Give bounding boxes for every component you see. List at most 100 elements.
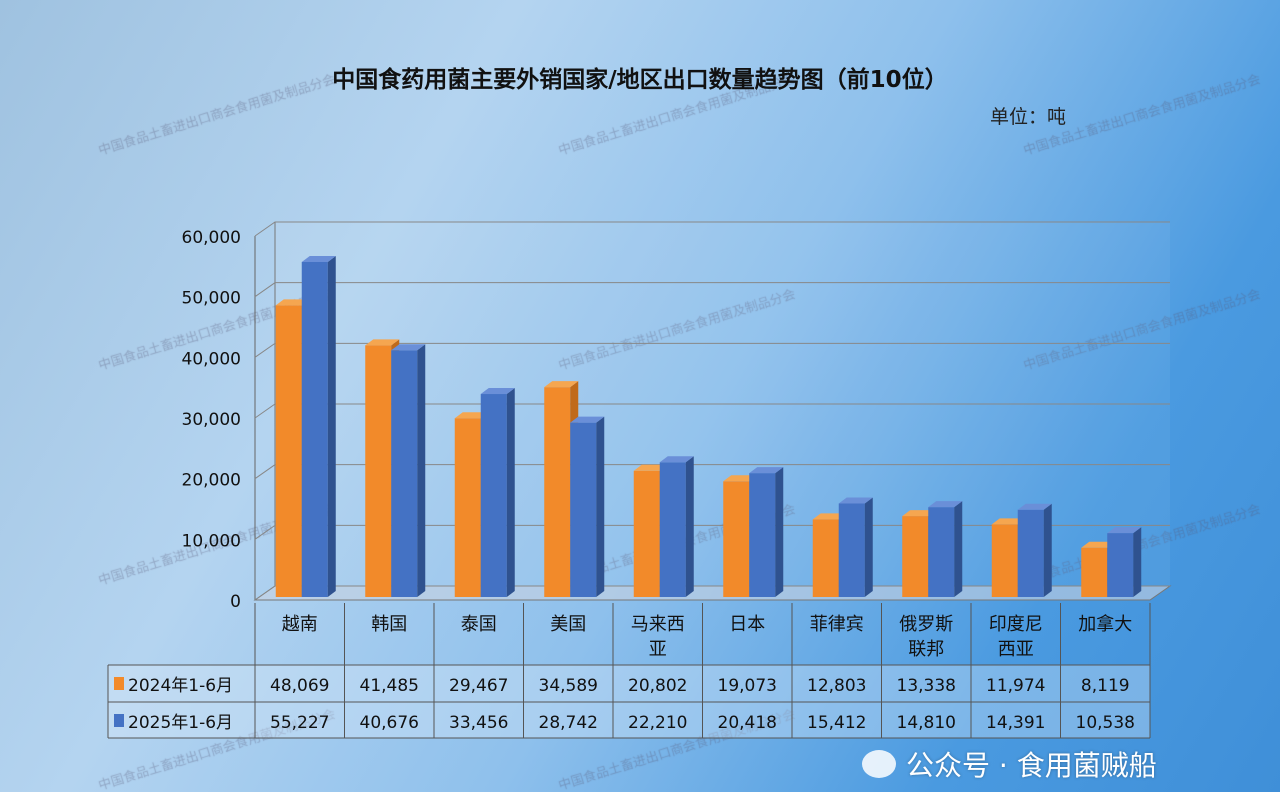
table-value: 20,418 (718, 713, 777, 733)
bar-2024 (633, 470, 660, 597)
table-value: 29,467 (449, 676, 508, 696)
table-value: 34,589 (539, 676, 598, 696)
bar-top (633, 464, 668, 471)
bar-side (954, 501, 963, 597)
bar-2024 (812, 519, 839, 597)
legend-swatch (114, 714, 124, 727)
bar-2024 (723, 481, 750, 597)
y-tick-label: 0 (230, 592, 241, 612)
bar-top (365, 339, 400, 346)
bar-side (417, 344, 426, 597)
bar-top (928, 501, 963, 508)
table-value: 14,391 (986, 713, 1045, 733)
bar-side (506, 388, 515, 597)
bar-2024 (365, 345, 392, 597)
table-value: 33,456 (449, 713, 508, 733)
bar-side (775, 467, 784, 597)
bar-2025 (391, 350, 418, 597)
table-value: 28,742 (539, 713, 598, 733)
x-category-label: 泰国 (461, 614, 497, 635)
bar-2025 (1107, 533, 1134, 597)
gridline (254, 282, 1170, 298)
x-category-label: 美国 (550, 614, 586, 635)
table-value: 14,810 (897, 713, 956, 733)
bar-top (454, 412, 489, 419)
bar-2025 (838, 503, 865, 597)
table-value: 19,073 (718, 676, 777, 696)
table-value: 15,412 (807, 713, 866, 733)
x-category-label: 韩国 (371, 614, 407, 635)
x-category-label: 亚 (649, 639, 667, 660)
table-value: 10,538 (1076, 713, 1135, 733)
bar-2024 (1081, 547, 1108, 597)
bar-2025 (928, 507, 955, 597)
x-category-label: 俄罗斯 (899, 614, 953, 635)
legend-label: 2025年1-6月 (128, 713, 233, 733)
table-value: 41,485 (360, 676, 419, 696)
y-tick-label: 20,000 (182, 471, 241, 491)
gridline (254, 403, 1170, 419)
x-category-label: 加拿大 (1078, 613, 1132, 635)
bar-top (991, 518, 1026, 525)
bar-top (659, 456, 694, 463)
x-category-label: 印度尼 (989, 614, 1043, 635)
y-tick-label: 30,000 (182, 410, 241, 430)
bar-2024 (275, 305, 302, 597)
table-value: 13,338 (897, 676, 956, 696)
bar-top (838, 497, 873, 504)
bar-top (723, 475, 758, 482)
bar-2024 (544, 387, 571, 597)
bar-top (570, 416, 605, 423)
bar-2025 (1017, 509, 1044, 597)
bar-top (275, 299, 310, 306)
table-value: 8,119 (1081, 676, 1130, 696)
bar-top (301, 255, 336, 262)
bar-top (749, 467, 784, 474)
table-value: 11,974 (986, 676, 1045, 696)
wechat-icon (862, 750, 896, 778)
bar-top (1107, 527, 1142, 534)
table-value: 40,676 (360, 713, 419, 733)
gridline (254, 221, 1170, 237)
bar-top (480, 388, 515, 395)
x-category-label: 日本 (729, 614, 765, 635)
bar-top (812, 513, 847, 520)
bar-2024 (454, 418, 481, 597)
bar-side (327, 255, 336, 597)
bar-2025 (749, 473, 776, 597)
brand-text: 公众号 · 食用菌贼船 (906, 749, 1157, 782)
legend-swatch (114, 677, 124, 690)
bar-2025 (301, 261, 328, 597)
y-tick-label: 40,000 (182, 349, 241, 369)
table-value: 55,227 (270, 713, 329, 733)
bar-side (1043, 503, 1052, 597)
bar-top (1081, 541, 1116, 548)
x-category-label: 西亚 (998, 639, 1034, 660)
gridline (254, 342, 1170, 358)
table-value: 48,069 (270, 676, 329, 696)
y-tick-label: 50,000 (182, 289, 241, 309)
bar-2024 (991, 524, 1018, 597)
table-value: 22,210 (628, 713, 687, 733)
bar-top (902, 510, 937, 517)
legend-label: 2024年1-6月 (128, 676, 233, 696)
bar-2025 (659, 462, 686, 597)
y-tick-label: 10,000 (182, 531, 241, 551)
table-value: 20,802 (628, 676, 687, 696)
x-category-label: 联邦 (908, 639, 944, 660)
bar-2025 (480, 394, 507, 597)
bar-side (685, 456, 694, 597)
x-category-label: 越南 (282, 614, 318, 635)
bar-side (1133, 527, 1142, 597)
bar-top (391, 344, 426, 351)
bar-side (864, 497, 873, 597)
bar-side (596, 416, 605, 597)
gridline (254, 464, 1170, 480)
y-tick-label: 60,000 (182, 228, 241, 248)
x-category-label: 马来西 (631, 614, 685, 635)
bar-2025 (570, 422, 597, 597)
bar-top (544, 381, 579, 388)
x-category-label: 菲律宾 (810, 614, 864, 635)
